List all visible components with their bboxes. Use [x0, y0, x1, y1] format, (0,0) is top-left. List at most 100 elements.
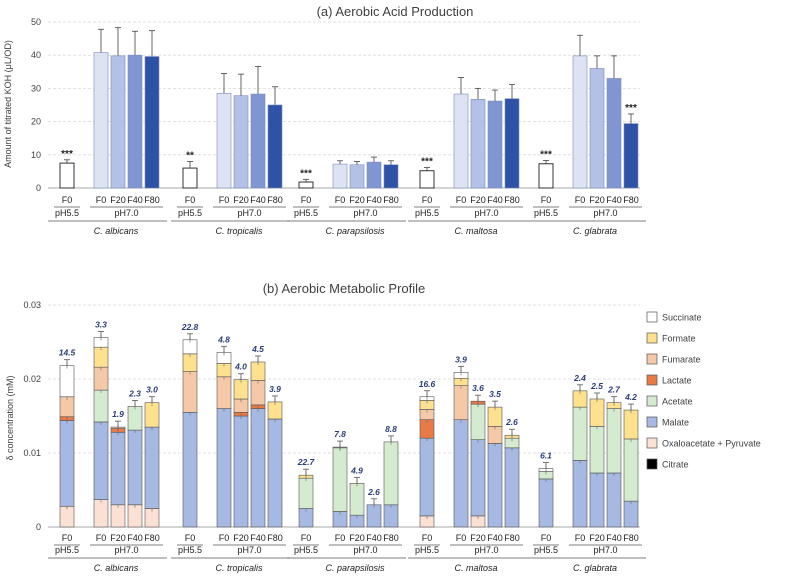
- panel-b-bar-annotation: 1.9: [112, 409, 124, 419]
- panel-b-species-label: C. albicans: [94, 563, 139, 573]
- panel-a-bar-c-albicans-4: [144, 56, 160, 189]
- panel-b-bar-label: F20: [110, 533, 126, 543]
- panel-b-segment-oxaloacetate-pyruvate: [110, 504, 126, 528]
- panel-a-bar-c-tropicalis-0: [182, 167, 198, 189]
- panel-a-bar-c-tropicalis-2: [233, 95, 249, 189]
- panel-b-segment-oxaloacetate-pyruvate: [59, 505, 75, 528]
- legend-item-lactate: Lactate: [646, 374, 692, 386]
- panel-b-bar-annotation: 4.2: [624, 392, 637, 402]
- panel-b-bar-annotation: 2.6: [505, 417, 518, 427]
- panel-b-bar-label: F80: [504, 533, 520, 543]
- panel-b-bar-annotation: 2.3: [128, 388, 141, 398]
- legend-swatch-acetate: [646, 395, 658, 407]
- panel-b-species-label: C. glabrata: [573, 563, 617, 573]
- panel-a-bar-c-maltosa-0: [419, 170, 435, 189]
- panel-a-bars: *** **************: [59, 27, 639, 189]
- legend-swatch-oxaloacetate-pyruvate: [646, 437, 658, 449]
- panel-b-ph-label: pH7.0: [474, 545, 498, 555]
- legend-label-lactate: Lactate: [662, 376, 692, 386]
- panel-b-bar-annotation: 14.5: [59, 348, 76, 358]
- panel-b-metabolic-profile: (b) Aerobic Metabolic Profile δ concentr…: [5, 281, 761, 573]
- panel-b-ph-label: pH7.0: [353, 545, 377, 555]
- panel-a-bar-label: F40: [366, 195, 382, 205]
- panel-a-y-tick-label: 30: [31, 83, 41, 93]
- panel-a-bar-label: F0: [301, 195, 312, 205]
- panel-b-ph-label: pH7.0: [593, 545, 617, 555]
- panel-a-bar-c-albicans-0: [59, 162, 75, 189]
- panel-b-bar-label: F0: [301, 533, 312, 543]
- panel-b-segment-acetate: [589, 426, 605, 474]
- panel-b-bar-annotation: 4.5: [251, 344, 264, 354]
- panel-b-segment-acetate: [127, 406, 143, 431]
- panel-a-bar-label: F0: [541, 195, 552, 205]
- panel-a-significance: ***: [421, 156, 433, 167]
- panel-a-group-c-maltosa: ***: [419, 76, 520, 189]
- panel-a-bar-c-maltosa-4: [504, 98, 520, 189]
- panel-a-bar-label: F0: [96, 195, 107, 205]
- panel-a-group-c-parapsilosis: ***: [298, 156, 399, 189]
- panel-a-bar-c-tropicalis-4: [267, 104, 283, 189]
- panel-a-y-tick-label: 10: [31, 150, 41, 160]
- panel-a-bar-c-albicans-1: [93, 52, 109, 189]
- panel-a-acid-production: (a) Aerobic Acid Production Amount of ti…: [3, 4, 646, 236]
- panel-a-ph-label: pH5.5: [294, 208, 318, 218]
- panel-b-segment-fumarate: [182, 371, 198, 413]
- panel-b-segment-malate: [59, 420, 75, 507]
- panel-b-species-label: C. parapsilosis: [325, 563, 385, 573]
- panel-a-species-label: C. albicans: [94, 226, 139, 236]
- panel-b-bar-annotation: 4.0: [234, 362, 247, 372]
- panel-b-bar-annotation: 3.6: [472, 383, 484, 393]
- panel-b-segment-succinate: [59, 365, 75, 398]
- panel-b-bar-annotation: 2.6: [367, 487, 380, 497]
- panel-b-bar-label: F80: [144, 533, 160, 543]
- panel-b-bar-annotation: 3.9: [269, 384, 281, 394]
- legend-swatch-citrate: [646, 458, 658, 470]
- legend-item-formate: Formate: [646, 332, 696, 344]
- panel-b-bar-label: F0: [96, 533, 107, 543]
- panel-b-bar-label: F20: [233, 533, 249, 543]
- legend-item-oxaloacetate-pyruvate: Oxaloacetate + Pyruvate: [646, 437, 761, 449]
- panel-a-group-c-glabrata: *** ***: [538, 34, 639, 189]
- panel-a-bar-c-maltosa-2: [470, 99, 486, 189]
- panel-a-bar-c-tropicalis-1: [216, 93, 232, 189]
- panel-a-bar-label: F20: [470, 195, 486, 205]
- panel-b-segment-acetate: [383, 441, 399, 506]
- panel-b-bar-annotation: 2.7: [607, 385, 621, 395]
- legend-label-succinate: Succinate: [662, 313, 702, 323]
- panel-b-ph-label: pH7.0: [237, 545, 261, 555]
- panel-a-bar-label: F0: [62, 195, 73, 205]
- legend-label-fumarate: Fumarate: [662, 355, 701, 365]
- panel-b-segment-malate: [110, 431, 126, 506]
- panel-b-group-c-glabrata: 6.1 2.4 2.5 2.74.2: [538, 373, 639, 528]
- panel-b-segment-malate: [233, 415, 249, 528]
- legend-swatch-malate: [646, 416, 658, 428]
- panel-a-ph-label: pH5.5: [55, 208, 79, 218]
- panel-a-group-c-tropicalis: **: [182, 66, 283, 189]
- panel-b-group-c-parapsilosis: 22.7 7.8 4.9 2.6 8.8: [297, 424, 399, 528]
- panel-b-segment-acetate: [623, 438, 639, 502]
- panel-a-bar-label: F80: [267, 195, 283, 205]
- panel-b-bar-label: F80: [267, 533, 283, 543]
- panel-b-segment-acetate: [298, 477, 314, 509]
- panel-b-segment-acetate: [349, 483, 365, 516]
- panel-b-segment-malate: [250, 408, 266, 528]
- legend-swatch-succinate: [646, 311, 658, 323]
- panel-a-bar-label: F0: [456, 195, 467, 205]
- panel-b-y-tick-label: 0.02: [23, 374, 41, 384]
- panel-b-bar-label: F80: [383, 533, 399, 543]
- panel-a-bar-c-parapsilosis-2: [349, 164, 365, 189]
- panel-b-segment-malate: [623, 500, 639, 528]
- panel-a-bar-c-parapsilosis-4: [383, 164, 399, 189]
- panel-b-ph-label: pH7.0: [114, 545, 138, 555]
- panel-a-ph-label: pH7.0: [474, 208, 498, 218]
- legend-label-formate: Formate: [662, 334, 696, 344]
- panel-a-significance: ***: [300, 168, 312, 179]
- panel-b-bar-annotation: 2.4: [573, 373, 586, 383]
- panel-b-bar-annotation: 22.7: [297, 457, 316, 467]
- panel-a-bar-c-maltosa-3: [487, 100, 503, 189]
- panel-a-bar-label: F0: [335, 195, 346, 205]
- panel-b-group-c-maltosa: 16.6 3.9 3.6 3.5 2.6: [419, 354, 520, 528]
- panel-b-bar-label: F40: [487, 533, 503, 543]
